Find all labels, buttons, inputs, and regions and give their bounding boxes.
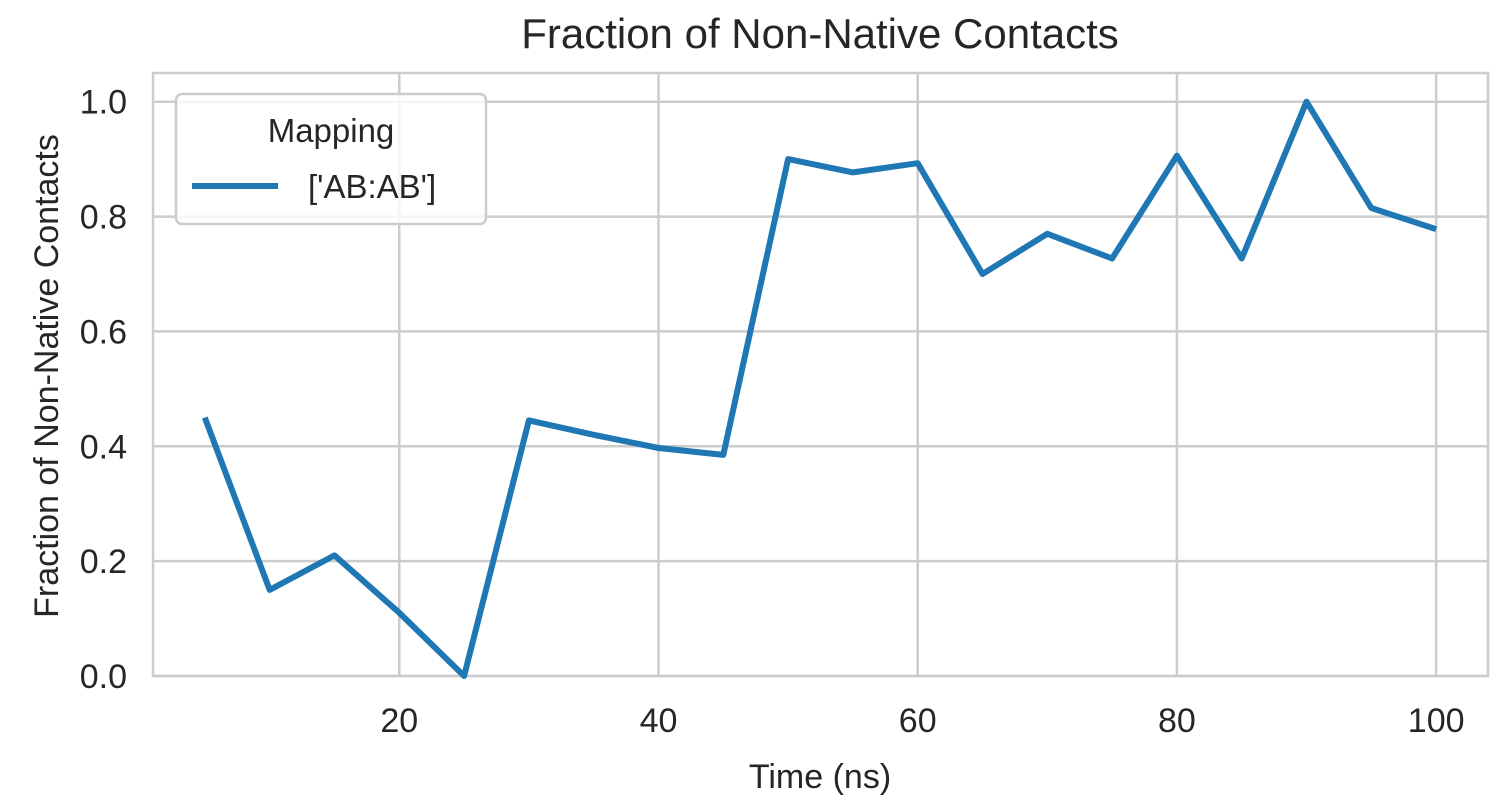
chart-title: Fraction of Non-Native Contacts (521, 10, 1119, 57)
legend-title: Mapping (268, 112, 395, 149)
y-tick-label: 0.4 (80, 428, 127, 466)
x-tick-label: 100 (1408, 702, 1465, 740)
series-lines (201, 98, 1438, 679)
legend-box (174, 92, 488, 226)
series-line-0 (201, 98, 1438, 679)
plot-frame (151, 71, 1490, 678)
x-tick-label: 80 (1158, 702, 1196, 740)
x-tick-label: 20 (380, 702, 418, 740)
x-axis-label: Time (ns) (749, 758, 891, 796)
y-tick-label: 0.6 (80, 313, 127, 351)
legend: Mapping ['AB:AB'] (174, 92, 488, 226)
y-axis-label: Fraction of Non-Native Contacts (28, 134, 66, 618)
y-tick-label: 1.0 (80, 84, 127, 122)
x-tick-label: 40 (640, 702, 678, 740)
grid (153, 73, 1488, 678)
legend-entry-label: ['AB:AB'] (308, 168, 436, 205)
y-tick-label: 0.2 (80, 543, 127, 581)
y-tick-label: 0.0 (80, 658, 127, 696)
x-tick-label: 60 (899, 702, 937, 740)
tick-labels: 20 40 60 80 100 0.0 0.2 0.4 0.6 0.8 1.0 (80, 84, 1465, 740)
y-tick-label: 0.8 (80, 199, 127, 237)
